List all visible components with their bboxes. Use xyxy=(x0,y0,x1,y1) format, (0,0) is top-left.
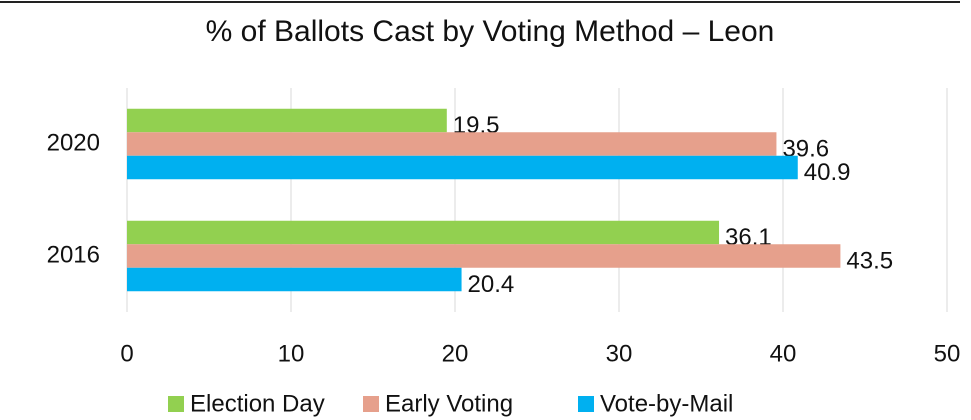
x-tick-label: 30 xyxy=(606,340,633,367)
y-tick-label: 2020 xyxy=(47,129,100,156)
bar xyxy=(127,108,447,133)
legend-label: Election Day xyxy=(190,390,325,417)
data-label: 40.9 xyxy=(804,159,851,186)
data-label: 43.5 xyxy=(846,247,893,274)
bar xyxy=(127,132,777,156)
x-tick-label: 0 xyxy=(120,340,133,367)
bar xyxy=(127,244,841,268)
chart-title: % of Ballots Cast by Voting Method – Leo… xyxy=(206,15,775,48)
legend-swatch xyxy=(578,396,594,412)
x-tick-label: 10 xyxy=(278,340,305,367)
y-tick-label: 2016 xyxy=(47,241,100,268)
legend-swatch xyxy=(168,396,184,412)
legend-label: Vote-by-Mail xyxy=(600,390,733,417)
bar xyxy=(127,155,798,180)
x-tick-label: 40 xyxy=(770,340,797,367)
legend-swatch xyxy=(363,396,379,412)
x-tick-label: 50 xyxy=(934,340,961,367)
data-label: 20.4 xyxy=(468,271,515,298)
bar xyxy=(127,267,462,292)
bar xyxy=(127,220,720,245)
x-tick-label: 20 xyxy=(442,340,469,367)
legend-label: Early Voting xyxy=(385,390,513,417)
